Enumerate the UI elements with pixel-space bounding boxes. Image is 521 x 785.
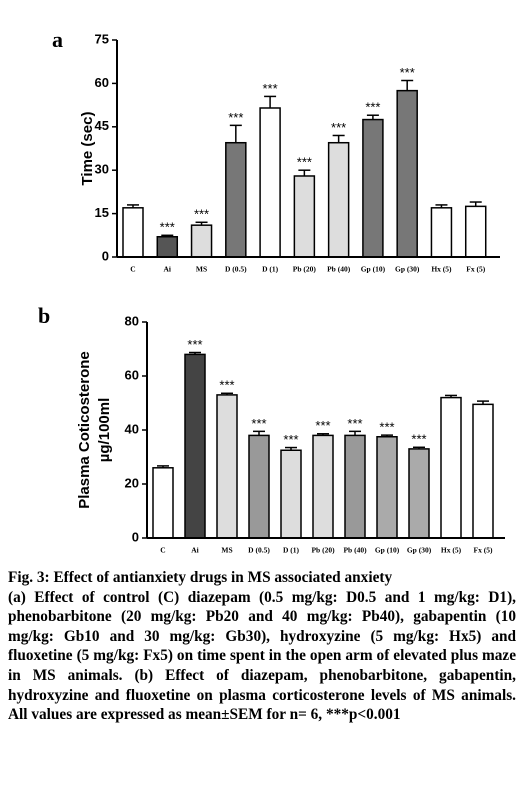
- significance-label: ***: [228, 110, 243, 125]
- y-axis-unit: µg/100ml: [96, 398, 113, 463]
- bar: [430, 207, 453, 258]
- x-tick-label: C: [130, 265, 135, 274]
- bar: [362, 118, 384, 258]
- x-tick-label: Gp (10): [361, 265, 386, 274]
- significance-label: ***: [283, 432, 298, 447]
- figure: a Time (sec) 0 15 30 45 60 75 C *** Ai *** MS *** D (0…: [38, 27, 505, 555]
- significance-label: ***: [315, 418, 330, 433]
- x-tick-label: Hx (5): [431, 265, 452, 274]
- bar: [248, 434, 270, 539]
- x-tick-label: D (0.5): [225, 265, 247, 274]
- significance-label: ***: [379, 420, 394, 435]
- x-tick-label: Hx (5): [441, 546, 462, 555]
- y-tick-label: 80: [125, 313, 139, 328]
- significance-label: ***: [365, 100, 380, 115]
- x-tick-label: Pb (20): [311, 546, 335, 555]
- bar: [472, 403, 494, 539]
- bar: [216, 394, 238, 539]
- y-tick-label: 75: [95, 31, 109, 46]
- significance-label: ***: [194, 207, 209, 222]
- y-axis-label: Plasma Coticosterone: [76, 351, 93, 509]
- y-tick-label: 30: [95, 162, 109, 177]
- bar: [259, 107, 281, 258]
- significance-label: ***: [400, 65, 415, 80]
- y-tick-label: 15: [95, 205, 109, 220]
- x-tick-label: MS: [221, 546, 232, 555]
- bar: [327, 141, 350, 258]
- significance-label: ***: [331, 120, 346, 135]
- bar: [184, 353, 206, 539]
- significance-label: ***: [187, 337, 202, 352]
- x-tick-label: Fx (5): [474, 546, 493, 555]
- bar: [156, 235, 179, 258]
- caption-body: (a) Effect of control (C) diazepam (0.5 …: [8, 588, 516, 724]
- bar: [464, 205, 487, 258]
- significance-label: ***: [297, 155, 312, 170]
- panel-label: b: [38, 303, 50, 328]
- bar: [376, 436, 398, 539]
- x-tick-label: D (1): [262, 265, 279, 274]
- bar: [122, 207, 144, 258]
- caption-title: Fig. 3: Effect of antianxiety drugs in M…: [8, 569, 393, 586]
- y-tick-label: 20: [125, 475, 139, 490]
- x-tick-label: Gp (30): [407, 546, 432, 555]
- significance-label: ***: [262, 81, 277, 96]
- y-tick-label: 45: [95, 118, 109, 133]
- bar: [190, 224, 213, 258]
- bar: [225, 141, 247, 258]
- x-tick-label: C: [160, 546, 165, 555]
- x-tick-label: Pb (40): [343, 546, 367, 555]
- y-tick-label: 60: [95, 75, 109, 90]
- y-tick-label: 40: [125, 421, 139, 436]
- bar: [408, 448, 430, 539]
- x-tick-label: Ai: [191, 546, 199, 555]
- x-tick-label: Fx (5): [466, 265, 485, 274]
- bar: [293, 175, 316, 258]
- significance-label: ***: [411, 432, 426, 447]
- bar: [396, 89, 418, 258]
- x-tick-label: Gp (30): [395, 265, 420, 274]
- bar: [152, 467, 174, 539]
- bar: [440, 396, 462, 539]
- significance-label: ***: [347, 416, 362, 431]
- x-tick-label: Ai: [164, 265, 172, 274]
- significance-label: ***: [160, 220, 175, 235]
- significance-label: ***: [219, 378, 234, 393]
- y-axis-label: Time (sec): [79, 112, 96, 186]
- bar: [312, 434, 334, 539]
- x-tick-label: MS: [196, 265, 207, 274]
- x-tick-label: Pb (20): [293, 265, 317, 274]
- y-tick-label: 60: [125, 367, 139, 382]
- x-tick-label: Gp (10): [375, 546, 400, 555]
- y-tick-label: 0: [132, 529, 139, 544]
- caption: Fig. 3: Effect of antianxiety drugs in M…: [8, 568, 516, 725]
- panel-label: a: [52, 27, 63, 52]
- x-tick-label: D (1): [283, 546, 300, 555]
- bar: [344, 434, 366, 539]
- x-tick-label: D (0.5): [248, 546, 270, 555]
- y-tick-label: 0: [102, 248, 109, 263]
- x-tick-label: Pb (40): [327, 265, 351, 274]
- bar: [280, 449, 302, 539]
- significance-label: ***: [251, 416, 266, 431]
